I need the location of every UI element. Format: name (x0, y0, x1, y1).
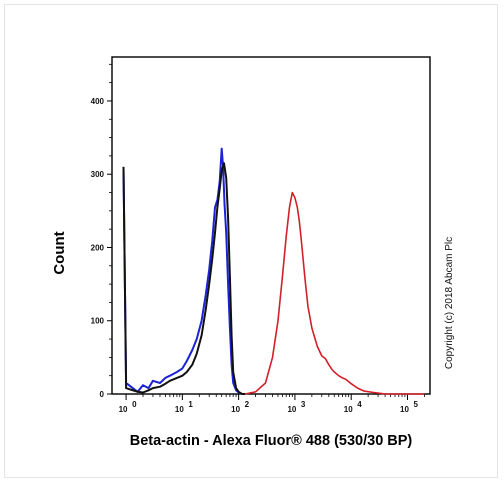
series-group (122, 147, 425, 395)
plot-area (111, 56, 431, 395)
x-tick-label: 10 (400, 405, 409, 414)
y-tick-label: 300 (91, 170, 105, 179)
x-tick-label: 10 (344, 405, 353, 414)
figure-frame: 0 100 200 300 400 10 0 10 1 10 2 10 3 10 4 10 5 Count Be… (4, 4, 498, 478)
x-tick-label: 10 (119, 405, 128, 414)
x-tick-exponent: 5 (413, 400, 418, 409)
y-axis-title: Count (51, 231, 68, 274)
x-axis-title: Beta-actin - Alexa Fluor® 488 (530/30 BP… (130, 433, 413, 449)
x-tick-label: 10 (231, 405, 240, 414)
x-tick-label: 10 (287, 405, 296, 414)
copyright-text: Copyright (c) 2018 Abcam Plc (444, 237, 455, 369)
plot-border (111, 56, 431, 395)
x-tick-exponent: 4 (357, 400, 362, 409)
y-tick-label: 200 (91, 243, 105, 252)
y-tick-label: 400 (91, 97, 105, 106)
x-tick-exponent: 0 (132, 400, 137, 409)
y-tick-label: 100 (91, 317, 105, 326)
series-line-blue (122, 147, 246, 395)
x-tick-label: 10 (175, 405, 184, 414)
x-tick-exponent: 1 (188, 400, 193, 409)
series-line-red (244, 191, 425, 395)
y-tick-label: 0 (100, 390, 105, 399)
x-tick-exponent: 3 (301, 400, 306, 409)
x-tick-exponent: 2 (245, 400, 250, 409)
series-line-black (122, 162, 246, 395)
